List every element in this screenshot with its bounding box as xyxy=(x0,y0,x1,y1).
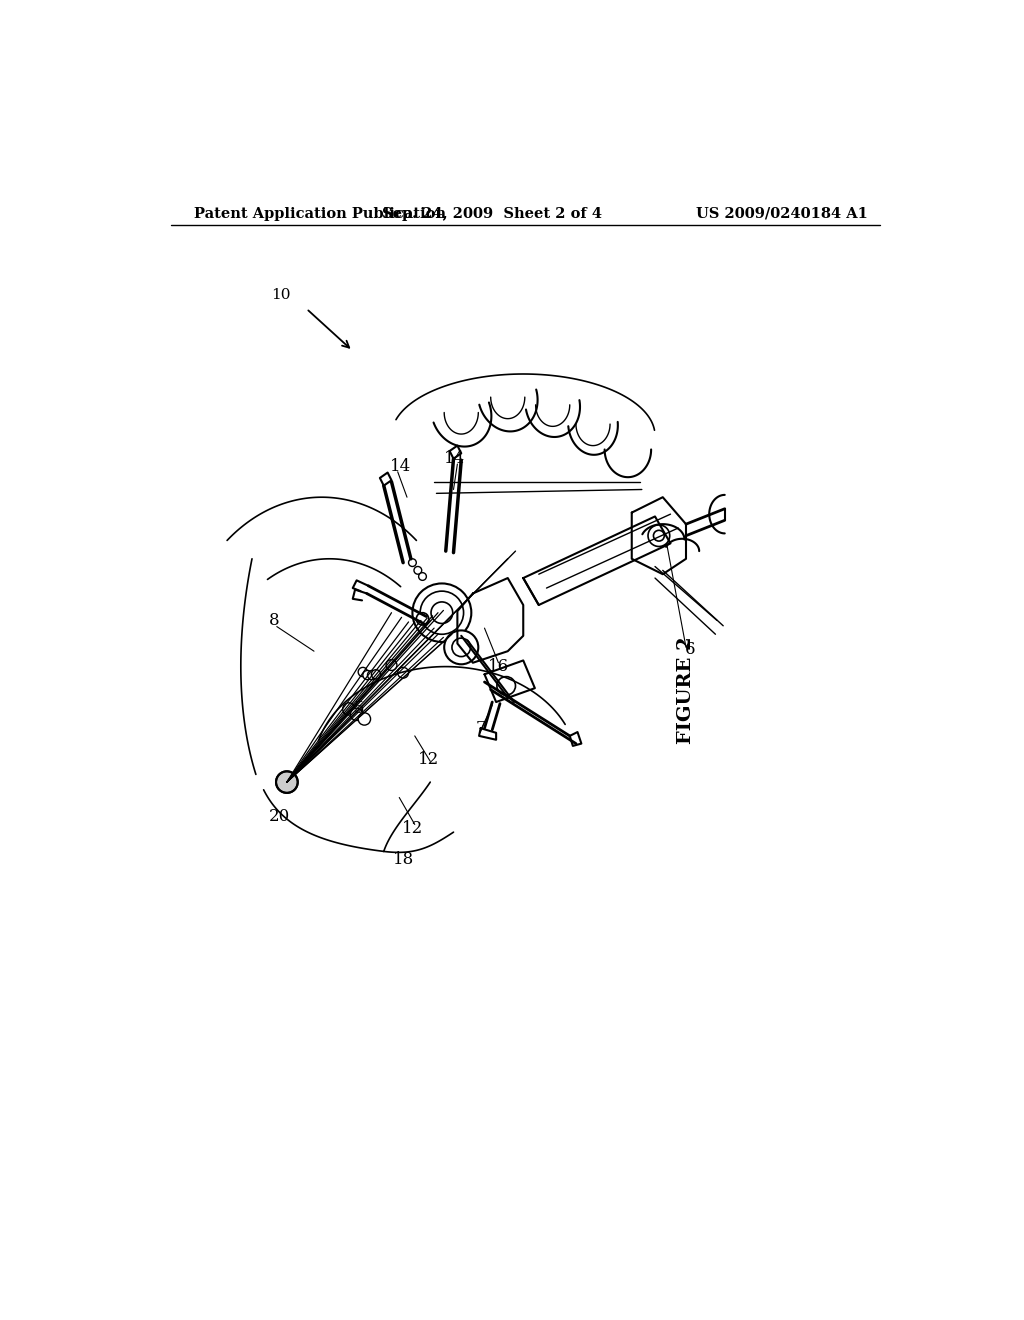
Circle shape xyxy=(417,612,429,626)
Circle shape xyxy=(431,602,453,623)
Circle shape xyxy=(358,713,371,725)
Circle shape xyxy=(497,677,515,696)
Circle shape xyxy=(358,668,368,677)
Text: 10: 10 xyxy=(271,289,291,302)
Text: 18: 18 xyxy=(392,850,414,867)
Text: 8: 8 xyxy=(268,612,279,628)
Circle shape xyxy=(452,638,471,656)
Circle shape xyxy=(648,525,670,546)
Text: 20: 20 xyxy=(268,808,290,825)
Circle shape xyxy=(343,702,355,715)
Text: 12: 12 xyxy=(401,820,423,837)
Circle shape xyxy=(386,660,397,671)
Circle shape xyxy=(653,531,665,541)
Circle shape xyxy=(350,708,362,721)
Text: 14: 14 xyxy=(390,458,412,475)
Circle shape xyxy=(420,591,464,635)
Text: Patent Application Publication: Patent Application Publication xyxy=(194,207,445,220)
Text: FIGURE 2: FIGURE 2 xyxy=(677,636,695,743)
Text: Sep. 24, 2009  Sheet 2 of 4: Sep. 24, 2009 Sheet 2 of 4 xyxy=(382,207,602,220)
Circle shape xyxy=(444,631,478,664)
Text: US 2009/0240184 A1: US 2009/0240184 A1 xyxy=(696,207,868,220)
Circle shape xyxy=(409,558,417,566)
Circle shape xyxy=(413,583,471,642)
Text: 12: 12 xyxy=(418,751,439,767)
Circle shape xyxy=(419,573,426,581)
Circle shape xyxy=(368,671,377,680)
Text: 5: 5 xyxy=(353,701,365,718)
Text: 16: 16 xyxy=(487,659,509,675)
Text: 7: 7 xyxy=(475,719,486,737)
Circle shape xyxy=(362,671,372,680)
Circle shape xyxy=(414,566,422,574)
Text: 6: 6 xyxy=(685,642,695,659)
Circle shape xyxy=(397,668,409,678)
Circle shape xyxy=(372,669,381,678)
Text: 14: 14 xyxy=(444,450,466,467)
Circle shape xyxy=(276,771,298,793)
